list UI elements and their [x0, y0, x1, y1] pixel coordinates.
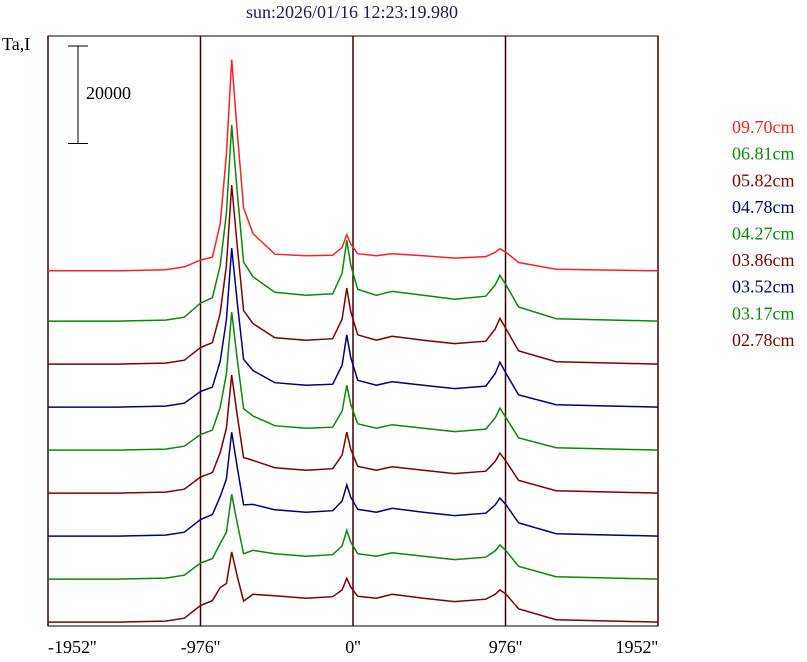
series-line [48, 551, 659, 623]
series-line [48, 248, 659, 408]
legend-label: 03.86cm [732, 250, 795, 270]
chart-title: sun:2026/01/16 12:23:19.980 [246, 2, 458, 22]
series-line [48, 494, 659, 580]
series-line [48, 59, 659, 272]
scale-bar-label: 20000 [86, 83, 131, 103]
x-tick-label: -976'' [181, 637, 220, 657]
series-line [48, 312, 659, 451]
legend-label: 02.78cm [732, 330, 795, 350]
x-tick-label: 0'' [345, 637, 361, 657]
legend-label: 06.81cm [732, 144, 795, 164]
legend-label: 04.27cm [732, 224, 795, 244]
legend-label: 09.70cm [732, 117, 795, 137]
legend-label: 03.52cm [732, 277, 795, 297]
legend-label: 04.78cm [732, 197, 795, 217]
legend-label: 03.17cm [732, 303, 795, 323]
series-line [48, 432, 659, 537]
series-line [48, 125, 659, 322]
x-tick-label: -1952'' [48, 637, 96, 657]
y-axis-label: Ta,I [2, 34, 30, 54]
legend-label: 05.82cm [732, 170, 795, 190]
series-line [48, 185, 659, 365]
x-tick-label: 976'' [489, 637, 523, 657]
x-tick-label: 1952'' [616, 637, 659, 657]
series-line [48, 374, 659, 494]
